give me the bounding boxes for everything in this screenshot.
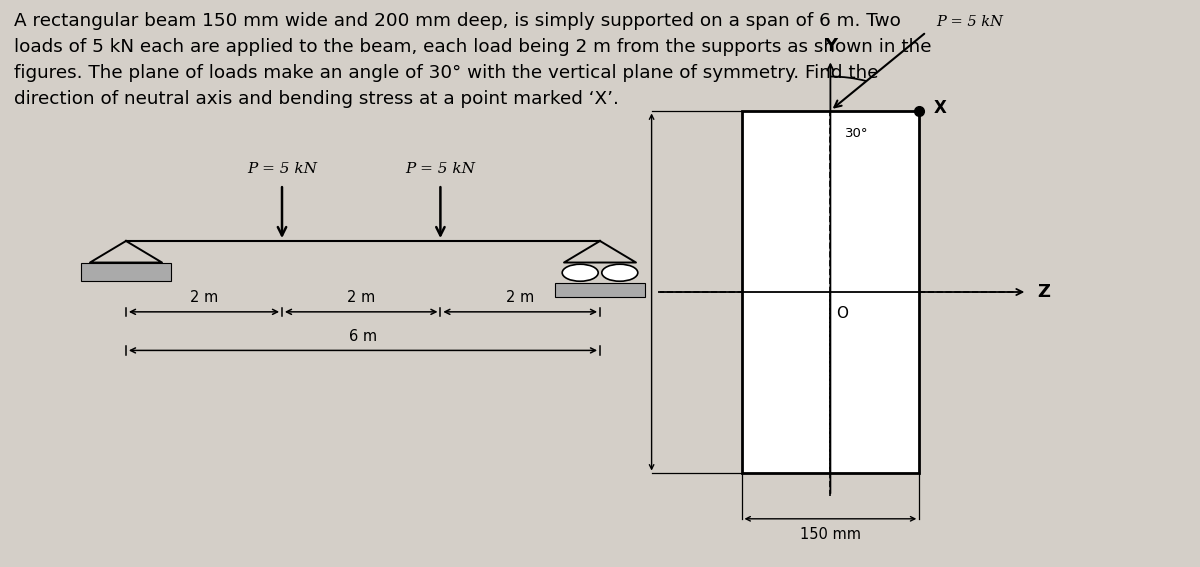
Bar: [554, 283, 646, 298]
Text: 2 m: 2 m: [190, 290, 218, 305]
Text: 150 mm: 150 mm: [800, 527, 860, 542]
Text: O: O: [836, 306, 848, 321]
Circle shape: [601, 264, 638, 281]
Circle shape: [562, 264, 598, 281]
Text: X: X: [934, 99, 947, 117]
Text: 6 m: 6 m: [349, 329, 377, 344]
Text: P = 5 kN: P = 5 kN: [406, 162, 475, 176]
Text: P = 5 kN: P = 5 kN: [936, 15, 1003, 29]
Text: Y: Y: [824, 37, 836, 55]
Bar: [742, 111, 919, 473]
Text: A rectangular beam 150 mm wide and 200 mm deep, is simply supported on a span of: A rectangular beam 150 mm wide and 200 m…: [14, 12, 932, 108]
Text: Z: Z: [1037, 283, 1050, 301]
Text: 30°: 30°: [845, 127, 869, 139]
Text: 2 m: 2 m: [347, 290, 376, 305]
Text: 2 m: 2 m: [506, 290, 534, 305]
Bar: [82, 263, 172, 281]
Text: P = 5 kN: P = 5 kN: [247, 162, 317, 176]
Text: 200 mm: 200 mm: [581, 285, 642, 299]
